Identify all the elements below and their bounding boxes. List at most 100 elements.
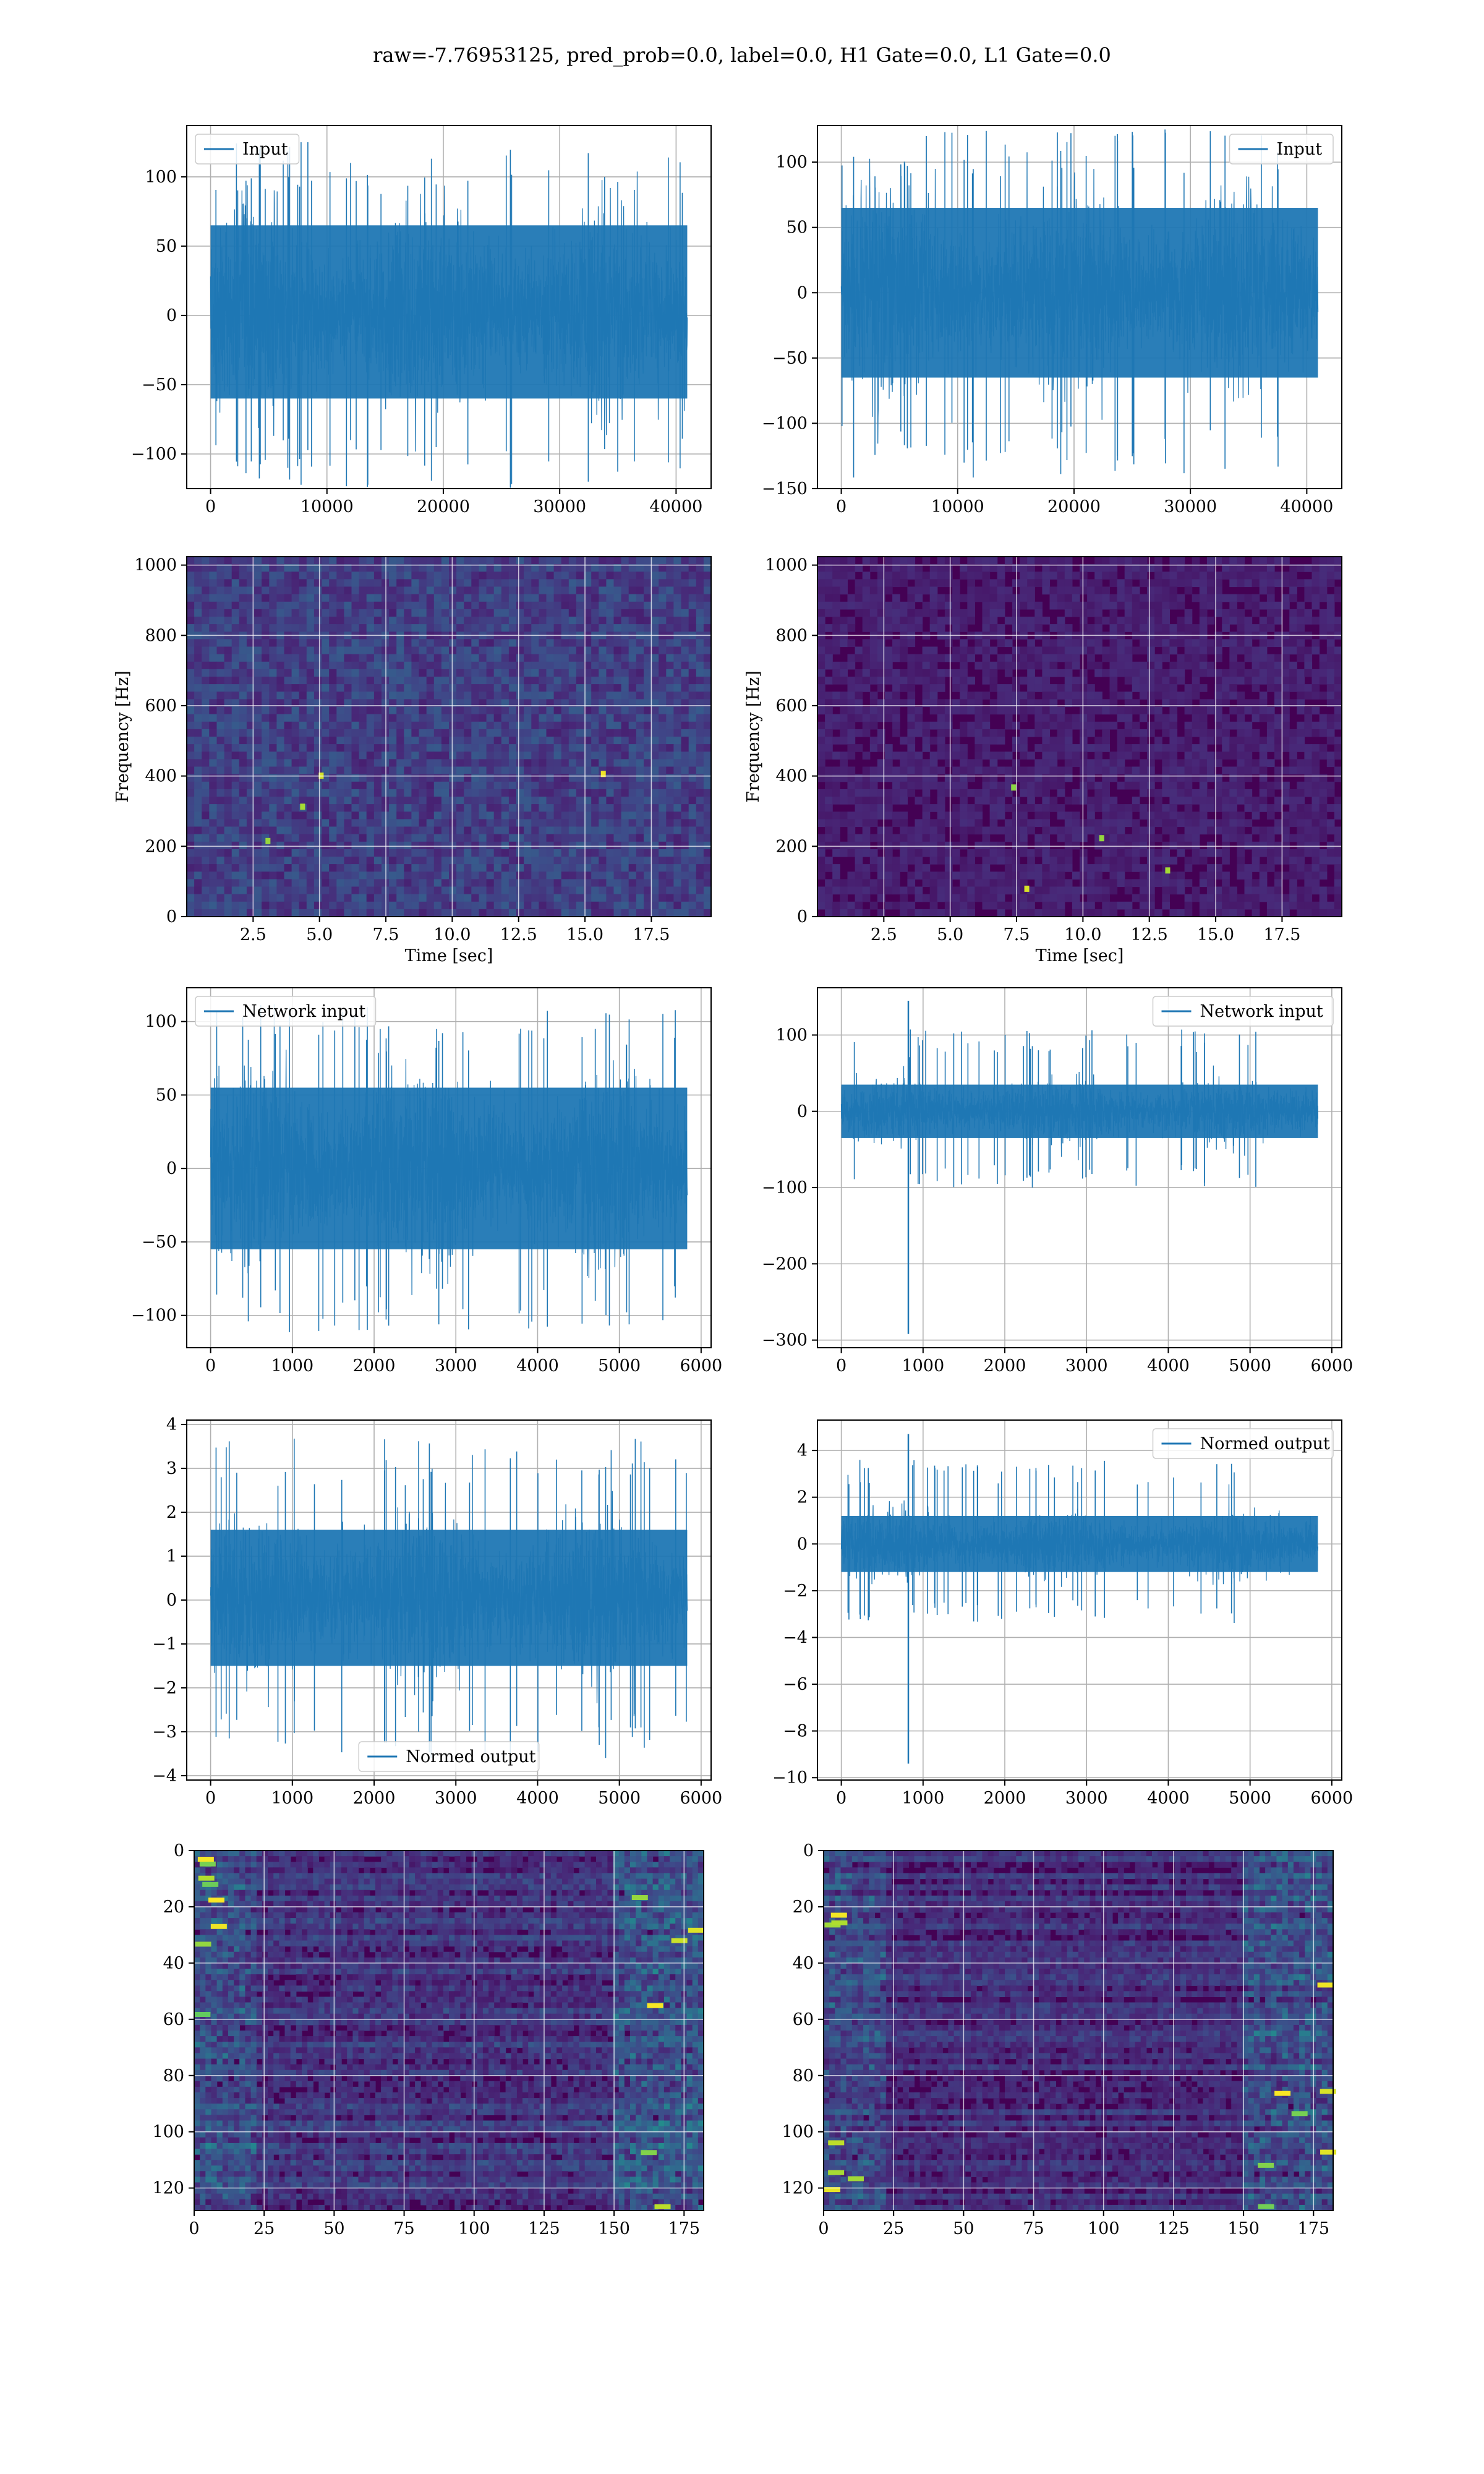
heatmap-cell xyxy=(1304,684,1313,692)
heatmap-cell xyxy=(516,669,524,677)
heatmap-cell xyxy=(1124,691,1133,700)
heatmap-cell xyxy=(553,864,562,872)
heatmap-cell xyxy=(486,759,495,768)
heatmap-cell xyxy=(606,826,615,835)
heatmap-cell xyxy=(493,586,502,595)
heatmap-cell xyxy=(967,594,975,602)
heatmap-cell xyxy=(516,781,524,790)
heatmap-cell xyxy=(501,706,510,715)
heatmap-cell xyxy=(591,849,599,857)
heatmap-cell xyxy=(982,706,991,715)
heatmap-cell xyxy=(628,609,637,617)
heatmap-cell xyxy=(636,601,644,610)
heatmap-cell xyxy=(254,721,262,730)
heatmap-cell xyxy=(696,901,704,910)
heatmap-cell xyxy=(216,894,225,902)
heatmap-cell xyxy=(419,841,427,850)
heatmap-cell xyxy=(929,646,938,655)
heatmap-cell xyxy=(493,781,502,790)
heatmap-cell xyxy=(621,774,629,782)
heatmap-cell xyxy=(944,557,953,565)
heatmap-cell xyxy=(1177,691,1185,700)
heatmap-cell xyxy=(531,714,539,722)
heatmap-cell xyxy=(659,609,667,617)
heatmap-cell xyxy=(644,841,652,850)
heatmap-cell xyxy=(187,646,195,655)
heatmap-cells xyxy=(187,557,712,917)
heatmap-cell xyxy=(224,766,232,775)
heatmap-cell xyxy=(516,759,524,768)
heatmap-cell xyxy=(1282,714,1290,722)
heatmap-cell xyxy=(832,579,840,588)
heatmap-cell xyxy=(231,571,240,580)
heatmap-cell xyxy=(944,617,953,625)
heatmap-cell xyxy=(561,691,569,700)
heatmap-cell xyxy=(1252,609,1260,617)
heatmap-cell xyxy=(471,849,479,857)
heatmap-cell xyxy=(508,721,517,730)
heatmap-cell xyxy=(351,557,360,565)
heatmap-cell xyxy=(1289,677,1297,685)
heatmap-cell xyxy=(516,751,524,760)
heatmap-cell xyxy=(404,677,412,685)
heatmap-cell xyxy=(426,639,435,648)
heatmap-cell xyxy=(997,609,1005,617)
heatmap-cell xyxy=(187,879,195,888)
heatmap-cell xyxy=(628,684,637,692)
heatmap-cell xyxy=(389,811,397,820)
heatmap-cell xyxy=(194,849,202,857)
heatmap-cell xyxy=(486,564,495,572)
heatmap-cell xyxy=(456,579,464,588)
heatmap-cell xyxy=(202,766,210,775)
heatmap-cell xyxy=(1034,677,1043,685)
heatmap-cell xyxy=(501,586,510,595)
heatmap-cell xyxy=(336,864,344,872)
heatmap-cell xyxy=(1311,721,1320,730)
heatmap-cell xyxy=(1057,654,1065,662)
heatmap-cell xyxy=(224,744,232,752)
heatmap-cell xyxy=(659,841,667,850)
heatmap-cell xyxy=(907,729,916,737)
heatmap-cell xyxy=(344,864,352,872)
heatmap-cell xyxy=(673,804,682,812)
heatmap-cell xyxy=(553,886,562,895)
heatmap-cell xyxy=(524,571,532,580)
heatmap-cell xyxy=(276,744,285,752)
heatmap-cell xyxy=(1087,661,1095,670)
heatmap-cell xyxy=(493,557,502,565)
heatmap-cell xyxy=(907,737,916,745)
heatmap-cell xyxy=(1109,684,1118,692)
heatmap-cell xyxy=(464,706,472,715)
heatmap-cell xyxy=(539,781,547,790)
heatmap-cell xyxy=(628,759,637,768)
heatmap-cell xyxy=(1259,706,1268,715)
heatmap-cell xyxy=(284,654,292,662)
subplot-l1-input: 0 10000 20000 30000 40000−150−100−50050100In… xyxy=(762,125,1342,516)
heatmap-cell xyxy=(449,871,457,880)
heatmap-cell xyxy=(1094,737,1102,745)
heatmap-cell xyxy=(1304,617,1313,625)
heatmap-cell xyxy=(1057,639,1065,648)
heatmap-cell xyxy=(246,677,255,685)
heatmap-cell xyxy=(1049,669,1058,677)
heatmap-cell xyxy=(1064,729,1073,737)
heatmap-cell xyxy=(553,774,562,782)
heatmap-cell xyxy=(336,781,344,790)
heatmap-cell xyxy=(269,691,277,700)
heatmap-cell xyxy=(1304,661,1313,670)
heatmap-cell xyxy=(621,661,629,670)
heatmap-cell xyxy=(546,894,555,902)
heatmap-cell xyxy=(531,751,539,760)
heatmap-cell xyxy=(291,646,300,655)
heatmap-cell xyxy=(254,901,262,910)
heatmap-cell xyxy=(516,706,524,715)
heatmap-cell xyxy=(322,706,330,715)
heatmap-cell xyxy=(508,849,517,857)
heatmap-cell xyxy=(869,624,878,632)
heatmap-cell xyxy=(1154,586,1162,595)
heatmap-cell xyxy=(982,609,991,617)
heatmap-cell xyxy=(516,737,524,745)
heatmap-cell xyxy=(907,751,916,760)
heatmap-cell xyxy=(486,609,495,617)
heatmap-cell xyxy=(508,639,517,648)
